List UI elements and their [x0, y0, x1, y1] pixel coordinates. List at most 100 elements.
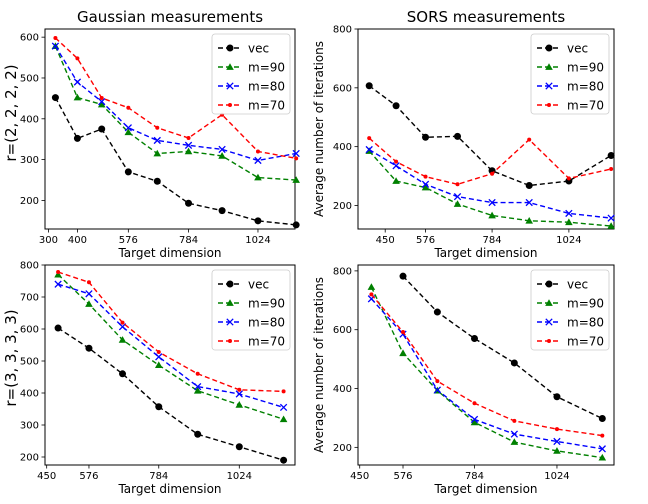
point-m-90 — [193, 386, 202, 394]
point-vec — [73, 134, 81, 142]
y-tick-label: 400 — [333, 384, 352, 395]
panel-sors-r3: 450 576 784 1024 200 400 600 800 Target dimensio… — [312, 264, 615, 496]
point-m-90 — [565, 218, 573, 226]
point-m-70 — [512, 418, 517, 423]
point-m-80 — [292, 149, 300, 158]
point-m-70 — [75, 56, 80, 61]
point-m-80 — [433, 386, 442, 394]
legend-label-m-80: m=80 — [248, 316, 285, 330]
legend-marker-m-70 — [228, 339, 232, 343]
point-m-70 — [566, 176, 571, 181]
panel-gaussian-r3: 450 576 784 1024 200 300 400 500 600 700 800 Target… — [20, 261, 296, 496]
point-m-70 — [435, 379, 440, 384]
point-m-80 — [565, 209, 573, 218]
x-tick-label: 576 — [79, 471, 98, 482]
point-vec — [119, 370, 127, 378]
legend-label-m-90: m=90 — [567, 61, 604, 75]
y-tick-label: 200 — [333, 201, 352, 212]
point-m-80 — [553, 437, 561, 446]
y-tick-label: 600 — [333, 325, 352, 336]
point-m-90 — [154, 361, 163, 369]
axes-frame — [44, 28, 296, 230]
series-line-vec — [402, 275, 603, 420]
legend-marker-m-80 — [545, 82, 553, 90]
point-m-70 — [86, 280, 91, 285]
point-vec — [218, 207, 226, 215]
point-m-70 — [186, 135, 191, 140]
point-m-90 — [153, 149, 162, 157]
legend-marker-m-80 — [545, 318, 553, 326]
point-vec — [292, 221, 300, 229]
point-m-70 — [255, 149, 260, 154]
series-line-vec — [368, 85, 612, 187]
legend-marker-m-70 — [547, 103, 551, 107]
y-tick-label: 200 — [20, 196, 39, 207]
axes-frame — [357, 28, 615, 230]
legend-label-m-70: m=70 — [567, 99, 604, 113]
y-tick-label: 600 — [20, 33, 39, 44]
point-m-90 — [488, 211, 496, 219]
y-tick-label: 300 — [20, 421, 39, 432]
legend-label-vec: vec — [248, 42, 269, 56]
point-m-80 — [98, 97, 106, 106]
point-vec — [553, 393, 561, 401]
series-line-m-70 — [368, 137, 612, 186]
point-m-90 — [254, 173, 262, 181]
legend-label-m-70: m=70 — [248, 99, 285, 113]
point-m-90 — [218, 152, 226, 159]
point-m-70 — [237, 387, 242, 392]
point-m-90 — [598, 453, 607, 461]
point-m-70 — [53, 35, 58, 40]
legend-label-m-80: m=80 — [248, 80, 285, 94]
legend-box — [211, 33, 291, 115]
point-vec — [399, 272, 407, 280]
y-tick-label: 700 — [20, 293, 39, 304]
point-m-70 — [600, 433, 605, 438]
series-line-m-80 — [54, 45, 297, 162]
panel-sors-r2: 450 576 784 1024 200 400 600 800 SORS measuremen… — [312, 8, 615, 260]
row-label-2: r=(3, 3, 3, 3) — [2, 309, 20, 406]
point-m-80 — [51, 42, 60, 50]
point-m-80 — [510, 430, 519, 438]
point-m-90 — [392, 177, 400, 184]
point-m-70 — [156, 350, 161, 355]
legend-label-m-80: m=80 — [567, 316, 604, 330]
point-m-80 — [254, 156, 262, 165]
point-m-80 — [598, 445, 606, 453]
y-tick-label: 400 — [20, 114, 39, 125]
chart-title: SORS measurements — [407, 8, 566, 26]
y-tick-label: 400 — [333, 142, 352, 153]
point-m-90 — [124, 128, 133, 136]
point-vec — [433, 308, 441, 316]
point-m-90 — [553, 447, 561, 454]
x-tick-label: 576 — [416, 235, 435, 246]
point-m-70 — [367, 136, 372, 141]
x-axis-label: Target dimension — [433, 482, 537, 496]
x-tick-label: 576 — [119, 235, 138, 246]
x-axis-label: Target dimension — [117, 482, 221, 496]
point-vec — [98, 125, 106, 133]
point-m-90 — [453, 200, 462, 207]
point-m-80 — [607, 214, 615, 222]
point-m-90 — [525, 216, 533, 224]
legend-box — [211, 269, 291, 351]
point-m-70 — [554, 427, 559, 432]
point-m-90 — [607, 222, 615, 229]
point-m-70 — [423, 174, 428, 179]
x-tick-label: 400 — [68, 235, 87, 246]
x-tick-label: 576 — [393, 471, 412, 482]
point-m-90 — [97, 100, 106, 108]
point-m-70 — [394, 159, 399, 164]
point-m-70 — [527, 137, 532, 142]
x-tick-label: 1024 — [544, 471, 569, 482]
point-m-70 — [99, 95, 104, 100]
y-tick-label: 400 — [20, 389, 39, 400]
point-vec — [510, 359, 518, 367]
point-vec — [392, 102, 400, 110]
y-tick-label: 800 — [20, 261, 39, 272]
y-tick-label: 200 — [333, 443, 352, 454]
point-m-70 — [294, 156, 299, 161]
legend-label-vec: vec — [567, 278, 588, 292]
point-m-80 — [235, 390, 243, 398]
y-tick-label: 200 — [20, 453, 39, 464]
